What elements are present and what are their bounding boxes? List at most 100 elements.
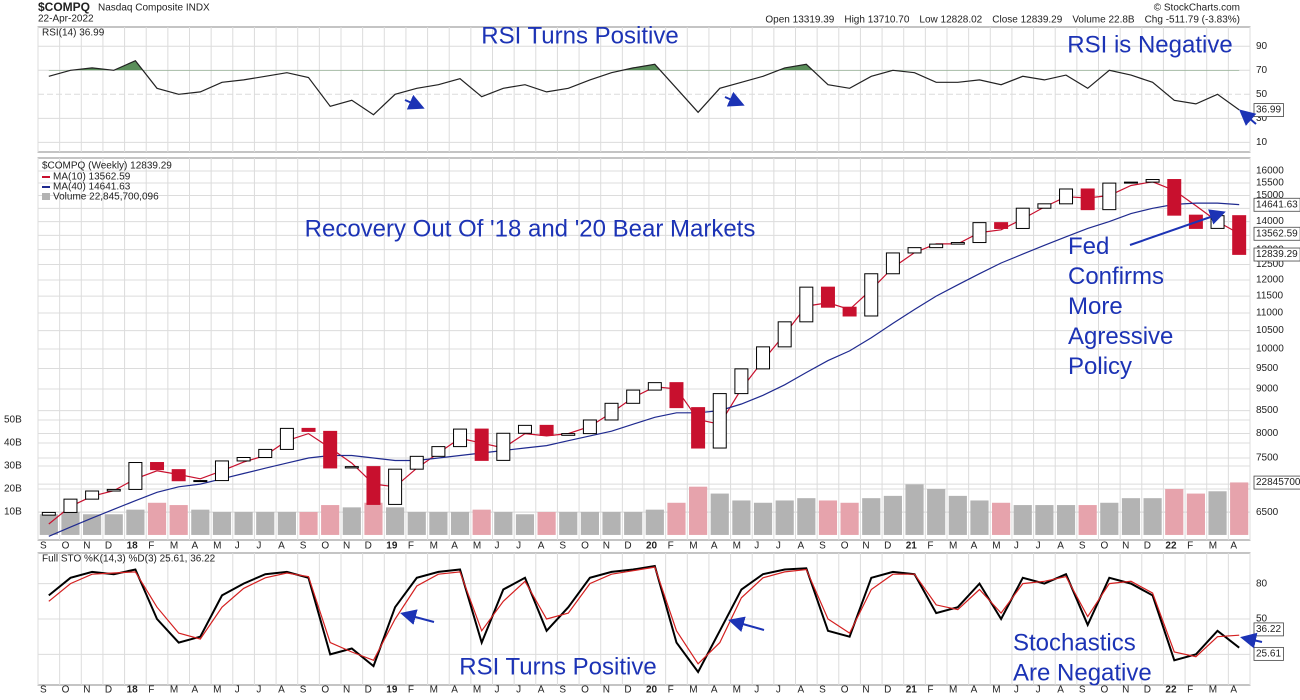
x-tick-label: M — [1209, 685, 1217, 696]
y-tick-label: 20B — [4, 484, 22, 495]
candle — [517, 424, 532, 434]
x-tick-label: M — [473, 685, 481, 696]
x-tick-label: J — [1036, 541, 1041, 552]
symbol: $COMPQ — [38, 0, 90, 14]
volume-bar — [1035, 505, 1054, 535]
candle — [1059, 188, 1074, 205]
volume-bar — [429, 511, 448, 535]
x-tick-label: 21 — [906, 541, 918, 552]
x-tick-label: J — [495, 541, 500, 552]
x-tick-label: O — [841, 685, 849, 696]
volume-bar — [234, 511, 253, 535]
x-tick-label: S — [40, 685, 47, 696]
volume-bar — [797, 498, 816, 535]
annotation: Stochastics — [1013, 629, 1136, 656]
annotation: Are Negative — [1013, 659, 1152, 686]
x-tick-label: F — [668, 541, 674, 552]
candle — [561, 433, 576, 436]
candle — [344, 466, 359, 469]
arrows — [400, 91, 1263, 649]
quote-item: Chg -511.79 (-3.83%) — [1145, 15, 1240, 26]
x-tick-label: M — [949, 685, 957, 696]
y-tick-label: 10B — [4, 507, 22, 518]
x-tick-label: J — [776, 541, 781, 552]
x-tick-label: S — [300, 685, 307, 696]
annotation: RSI is Negative — [1067, 31, 1232, 58]
y-tick-label: 30 — [1256, 113, 1268, 124]
candle — [236, 456, 251, 462]
x-tick-label: J — [1014, 685, 1019, 696]
date: 22-Apr-2022 — [38, 14, 94, 25]
candle — [323, 430, 338, 469]
last-value-tag: 12839.29 — [1256, 249, 1298, 260]
x-tick-label: J — [495, 685, 500, 696]
y-tick-label: 80 — [1256, 578, 1268, 589]
volume-bar — [61, 511, 80, 535]
x-tick-label: 21 — [906, 685, 918, 696]
x-tick-label: M — [170, 685, 178, 696]
x-tick-label: F — [148, 541, 154, 552]
volume-bar — [386, 507, 405, 535]
x-tick-label: S — [40, 541, 47, 552]
x-tick-label: J — [516, 685, 521, 696]
x-tick-label: D — [1144, 685, 1151, 696]
volume-bar — [840, 502, 859, 535]
y-tick-label: 6500 — [1256, 507, 1279, 518]
y-tick-label: 30B — [4, 461, 22, 472]
volume-bar — [1143, 498, 1162, 535]
x-tick-label: M — [170, 541, 178, 552]
volume-bar — [905, 484, 924, 535]
volume-bar — [1121, 498, 1141, 535]
x-tick-label: O — [581, 541, 589, 552]
x-tick-label: D — [1144, 541, 1151, 552]
x-tick-label: J — [256, 685, 261, 696]
volume-bar — [104, 514, 123, 535]
candle — [539, 424, 554, 436]
x-tick-label: A — [1057, 541, 1064, 552]
candle — [799, 286, 814, 323]
volume-bar — [970, 500, 989, 535]
volume-bar — [1165, 488, 1184, 535]
y-tick-label: 16000 — [1256, 166, 1284, 177]
x-tick-label: S — [1079, 541, 1086, 552]
volume-bar — [689, 486, 708, 535]
x-tick-label: M — [689, 541, 697, 552]
x-tick-label: M — [689, 685, 697, 696]
candle — [1210, 215, 1225, 229]
volume-bar — [645, 509, 664, 535]
last-value-tag: 36.99 — [1256, 105, 1281, 116]
x-tick-label: M — [949, 541, 957, 552]
y-tick-label: 10000 — [1256, 344, 1284, 355]
candle — [1232, 215, 1247, 255]
x-tick-label: A — [711, 685, 718, 696]
x-tick-label: M — [1209, 541, 1217, 552]
y-tick-label: 15000 — [1256, 190, 1284, 201]
volume-bar — [775, 500, 794, 535]
x-tick-label: A — [971, 685, 978, 696]
x-tick-label: A — [451, 541, 458, 552]
candle — [1102, 182, 1117, 211]
x-tick-label: D — [365, 685, 372, 696]
x-tick-label: D — [365, 541, 372, 552]
x-tick-label: N — [603, 541, 610, 552]
x-tick-label: A — [1230, 685, 1237, 696]
volume-bar — [126, 509, 145, 535]
volume-bar — [1078, 505, 1097, 535]
x-tick-label: M — [213, 685, 221, 696]
candle — [864, 273, 879, 317]
y-tick-label: 10 — [1256, 137, 1268, 148]
x-tick-label: J — [235, 685, 240, 696]
x-tick-label: M — [992, 685, 1000, 696]
x-tick-label: 20 — [646, 541, 658, 552]
volume-bar — [580, 511, 599, 535]
x-tick-label: D — [105, 685, 112, 696]
x-tick-label: N — [1122, 541, 1129, 552]
source: © StockCharts.com — [1154, 3, 1240, 14]
legend-entry: Volume 22,845,700,096 — [53, 192, 159, 203]
x-tick-label: F — [408, 541, 414, 552]
candle — [171, 469, 186, 482]
volume-bar — [602, 511, 621, 535]
x-tick-label: N — [83, 541, 90, 552]
x-tick-label: A — [538, 541, 545, 552]
